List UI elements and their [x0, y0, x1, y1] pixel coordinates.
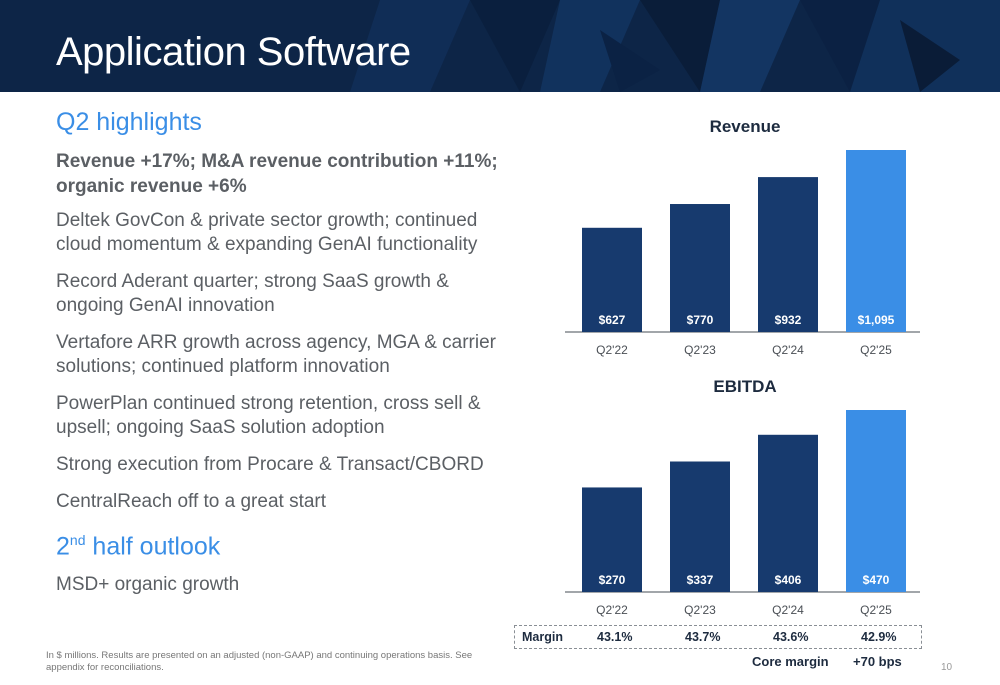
bar [758, 434, 818, 592]
bar-value-label: $270 [599, 573, 626, 587]
x-tick-label: Q2'24 [772, 343, 804, 357]
x-tick-label: Q2'23 [684, 603, 716, 617]
revenue-chart: $627 Q2'22 $770 Q2'23 $932 Q2'24 $1,095 Q2'25 [565, 150, 920, 357]
bar [582, 227, 642, 332]
margin-value: 43.1% [597, 630, 633, 644]
highlight-bullet: Strong execution from Procare & Transact… [56, 454, 484, 475]
margin-label: Margin [522, 630, 563, 644]
outlook-heading-number: 2 [56, 532, 70, 561]
page-number: 10 [941, 662, 953, 673]
highlight-bullet: Vertafore ARR growth across agency, MGA … [56, 332, 496, 377]
page-title: Application Software [56, 30, 411, 74]
bar-value-label: $627 [599, 313, 626, 327]
bar [846, 150, 906, 332]
x-tick-label: Q2'25 [860, 343, 892, 357]
x-tick-label: Q2'23 [684, 343, 716, 357]
revenue-chart-title: Revenue [709, 117, 781, 136]
bar-value-label: $770 [687, 313, 714, 327]
core-margin-value: +70 bps [853, 654, 902, 669]
x-tick-label: Q2'22 [596, 343, 628, 357]
revenue-growth-summary: Revenue +17%; M&A revenue contribution +… [56, 151, 498, 197]
bar-value-label: $406 [775, 573, 802, 587]
outlook-heading-text: half outlook [85, 532, 221, 561]
highlight-bullet: Record Aderant quarter; strong SaaS grow… [56, 271, 449, 316]
outlook-heading: 2nd half outlook [56, 532, 506, 561]
bar-value-label: $1,095 [858, 313, 895, 327]
footnote: In $ millions. Results are presented on … [46, 650, 473, 673]
core-margin-label: Core margin [752, 654, 829, 669]
bar [670, 461, 730, 592]
margin-row: Margin 43.1% 43.7% 43.6% 42.9% [514, 625, 922, 649]
margin-value: 42.9% [861, 630, 897, 644]
x-tick-label: Q2'22 [596, 603, 628, 617]
outlook-heading-ordinal: nd [69, 532, 86, 548]
bar-value-label: $337 [687, 573, 714, 587]
ebitda-chart: $270 Q2'22 $337 Q2'23 $406 Q2'24 $470 Q2'25 [565, 410, 920, 617]
x-tick-label: Q2'24 [772, 603, 804, 617]
ebitda-chart-title: EBITDA [713, 377, 777, 396]
highlight-bullet: Deltek GovCon & private sector growth; c… [56, 210, 478, 255]
x-tick-label: Q2'25 [860, 603, 892, 617]
highlights-heading: Q2 highlights [56, 108, 202, 136]
margin-value: 43.6% [773, 630, 809, 644]
outlook-bullet: MSD+ organic growth [56, 574, 240, 596]
bar-value-label: $932 [775, 313, 802, 327]
bar [846, 410, 906, 592]
bar [758, 177, 818, 332]
margin-value: 43.7% [685, 630, 721, 644]
banner-background-pattern [350, 0, 1000, 92]
bar [670, 204, 730, 332]
bar-value-label: $470 [863, 573, 890, 587]
highlight-bullet: CentralReach off to a great start [56, 491, 327, 512]
highlight-bullet: PowerPlan continued strong retention, cr… [56, 393, 481, 438]
highlights-column: Q2 highlights Revenue +17%; M&A revenue … [56, 108, 506, 610]
bar [582, 487, 642, 592]
header-banner: Application Software [0, 0, 1000, 92]
